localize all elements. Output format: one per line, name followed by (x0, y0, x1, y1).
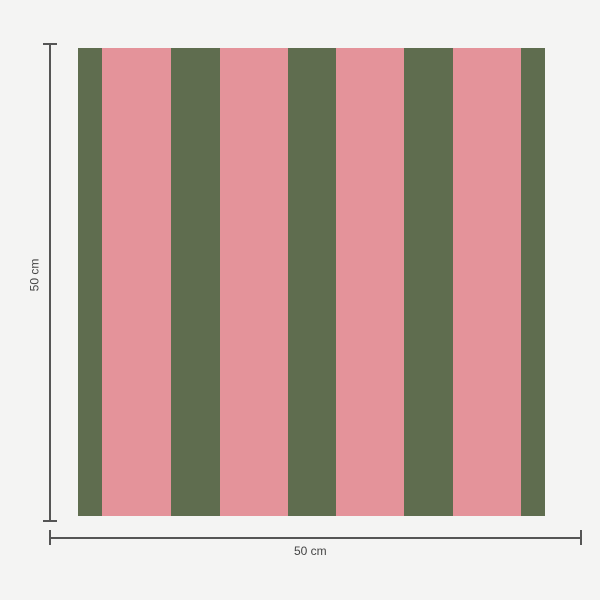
stripe-pink (453, 48, 521, 516)
fabric-swatch (78, 48, 545, 516)
width-dimension-cap-left (49, 530, 51, 545)
height-dimension-cap-bottom (43, 520, 57, 522)
stripe-green (288, 48, 336, 516)
height-dimension-line (49, 44, 51, 521)
width-label: 50 cm (294, 544, 327, 558)
stripe-pink (220, 48, 288, 516)
height-label: 50 cm (27, 258, 42, 292)
stripe-green (78, 48, 102, 516)
height-dimension-cap-top (43, 43, 57, 45)
stripe-pink (102, 48, 171, 516)
stripe-green (171, 48, 220, 516)
stripe-green (404, 48, 453, 516)
stripe-green (521, 48, 545, 516)
stripe-pink (336, 48, 404, 516)
width-dimension-line (50, 537, 581, 539)
width-dimension-cap-right (580, 530, 582, 545)
